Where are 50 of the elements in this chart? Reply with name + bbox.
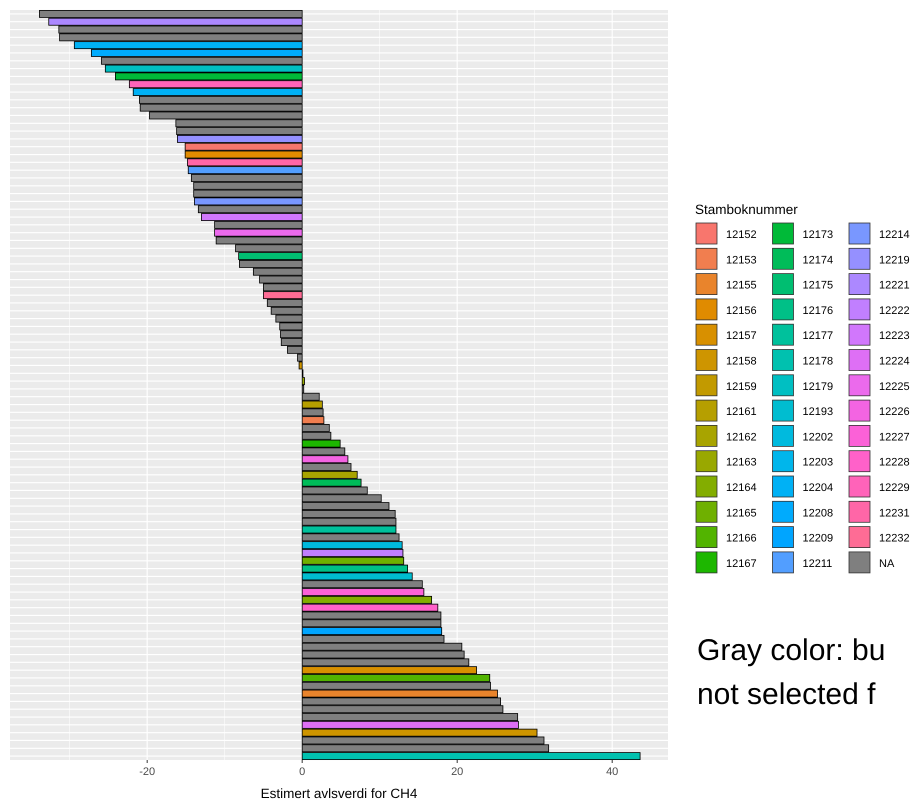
legend-label: 12225 <box>879 380 910 393</box>
legend-label: 12173 <box>802 229 834 241</box>
legend-label: NA <box>879 558 895 570</box>
legend-label: 12204 <box>802 482 834 494</box>
legend-label: 12163 <box>726 456 757 469</box>
legend-label: 12159 <box>726 380 757 393</box>
legend-label: 12162 <box>726 431 757 444</box>
legend-label: 12228 <box>879 456 910 469</box>
text: Gray color: bu <box>697 634 886 667</box>
legend-label: 12209 <box>802 532 834 545</box>
legend-title: Stamboknummer <box>695 202 798 217</box>
legend-label: 12208 <box>802 507 834 520</box>
legend-label: 12158 <box>726 356 757 368</box>
x-axis-title: Estimert avlsverdi for CH4 <box>260 786 418 801</box>
legend-label: 12164 <box>726 482 757 494</box>
legend-label: 12203 <box>802 456 834 469</box>
legend-label: 12174 <box>802 254 834 266</box>
legend-label: 12177 <box>802 330 834 342</box>
legend-label: 12157 <box>726 330 757 342</box>
legend-label: 12232 <box>879 532 910 545</box>
legend-label: 12214 <box>879 229 910 241</box>
legend-label: 12224 <box>879 356 910 368</box>
legend-label: 12178 <box>802 356 834 368</box>
legend-label: 12175 <box>802 280 834 292</box>
legend-label: 12153 <box>726 254 757 266</box>
legend-label: 12223 <box>879 330 910 342</box>
legend-label: 12231 <box>879 507 910 520</box>
legend-label: 12222 <box>879 304 910 317</box>
legend-label: 12176 <box>802 304 834 317</box>
legend-label: 12161 <box>726 406 757 418</box>
legend-label: 12219 <box>879 254 910 266</box>
legend-label: 12179 <box>802 380 834 393</box>
legend-label: 12227 <box>879 431 910 444</box>
legend-label: 12156 <box>726 304 757 317</box>
x-tick-label: 20 <box>451 766 464 778</box>
legend-label: 12155 <box>726 280 757 292</box>
legend-label: 12226 <box>879 406 910 418</box>
x-tick-label: 0 <box>299 766 306 778</box>
x-tick-label: 40 <box>606 766 618 778</box>
x-tick-label: -20 <box>139 766 156 778</box>
legend-label: 12165 <box>726 507 757 520</box>
legend-label: 12221 <box>879 280 910 292</box>
text: not selected f <box>697 678 876 711</box>
legend-label: 12229 <box>879 482 910 494</box>
legend-label: 12202 <box>802 431 834 444</box>
legend-label: 12166 <box>726 532 757 545</box>
legend-label: 12211 <box>802 558 832 570</box>
legend-label: 12167 <box>726 558 757 570</box>
legend-label: 12193 <box>802 406 834 418</box>
legend-label: 12152 <box>726 229 757 241</box>
